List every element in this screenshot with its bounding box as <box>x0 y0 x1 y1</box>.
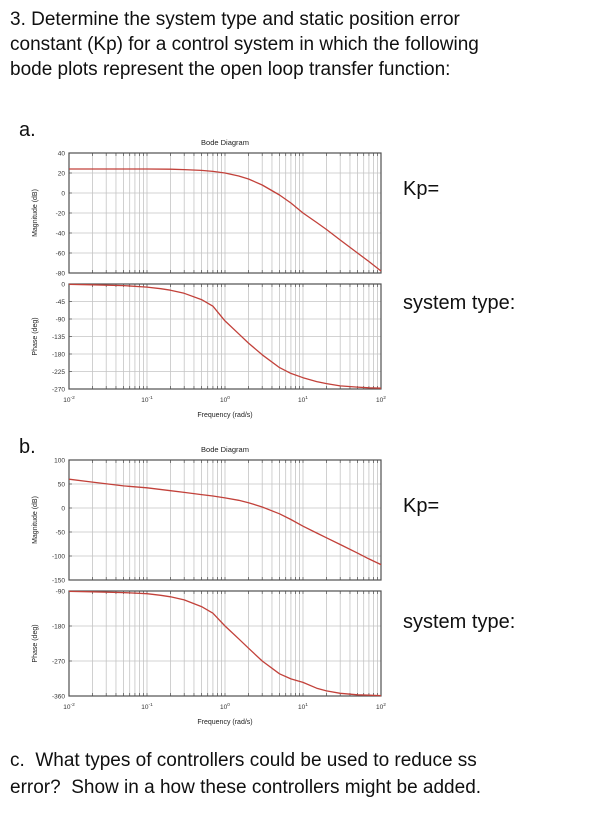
svg-text:100: 100 <box>54 457 65 464</box>
svg-text:10-1: 10-1 <box>141 395 153 404</box>
svg-text:10-2: 10-2 <box>63 395 75 404</box>
svg-text:Phase (deg): Phase (deg) <box>32 317 39 355</box>
svg-text:100: 100 <box>220 702 230 711</box>
system-type-label-b: system type: <box>403 611 516 633</box>
svg-text:Phase (deg): Phase (deg) <box>32 624 39 662</box>
svg-text:100: 100 <box>220 395 230 404</box>
part-b-label: b. <box>19 436 36 458</box>
svg-text:-80: -80 <box>56 270 66 277</box>
svg-text:Frequency (rad/s): Frequency (rad/s) <box>197 412 252 419</box>
svg-text:-90: -90 <box>56 316 66 323</box>
svg-text:0: 0 <box>61 505 65 512</box>
svg-text:-150: -150 <box>52 577 65 584</box>
svg-text:-135: -135 <box>52 334 65 341</box>
svg-text:101: 101 <box>298 395 308 404</box>
problem-statement-line-2: constant (Kp) for a control system in wh… <box>10 34 479 55</box>
svg-text:101: 101 <box>298 702 308 711</box>
svg-text:-90: -90 <box>56 588 66 595</box>
part-a-label: a. <box>19 119 36 141</box>
bode-diagram-b: 100 50 0 -50 -100 -150 Magnitude (dB) -90 -180 -2… <box>32 445 386 726</box>
system-type-label-a: system type: <box>403 292 516 314</box>
svg-text:102: 102 <box>376 395 386 404</box>
svg-text:-20: -20 <box>56 210 66 217</box>
svg-text:0: 0 <box>61 281 65 288</box>
svg-text:-270: -270 <box>52 386 65 393</box>
svg-text:-40: -40 <box>56 230 66 237</box>
svg-text:20: 20 <box>58 170 66 177</box>
svg-text:Magnitude (dB): Magnitude (dB) <box>32 496 39 544</box>
svg-text:-45: -45 <box>56 299 66 306</box>
svg-text:-100: -100 <box>52 553 65 560</box>
bode-diagram-a: 40 20 0 -20 -40 -60 -80 Magnitude (dB) 0 -45 -90 -1… <box>32 138 386 419</box>
part-c-statement: c. What types of controllers could be us… <box>10 747 602 801</box>
svg-text:40: 40 <box>58 150 66 157</box>
svg-text:-225: -225 <box>52 369 65 376</box>
problem-statement: 3. Determine the system type and static … <box>10 7 602 82</box>
svg-text:-180: -180 <box>52 351 65 358</box>
part-c-line-1: c. What types of controllers could be us… <box>10 750 477 771</box>
svg-text:Frequency (rad/s): Frequency (rad/s) <box>197 719 252 726</box>
kp-label-b: Kp= <box>403 495 440 517</box>
kp-label-a: Kp= <box>403 178 440 200</box>
part-c-line-2: error? Show in a how these controllers m… <box>10 777 482 798</box>
problem-statement-line-3: bode plots represent the open loop trans… <box>10 59 451 80</box>
svg-text:-360: -360 <box>52 693 65 700</box>
svg-text:50: 50 <box>58 481 66 488</box>
svg-text:-270: -270 <box>52 658 65 665</box>
problem-statement-line-1: 3. Determine the system type and static … <box>10 9 460 30</box>
svg-text:Bode Diagram: Bode Diagram <box>201 138 249 147</box>
svg-text:-180: -180 <box>52 623 65 630</box>
svg-text:-50: -50 <box>56 529 66 536</box>
svg-text:0: 0 <box>61 190 65 197</box>
svg-text:10-2: 10-2 <box>63 702 75 711</box>
svg-text:10-1: 10-1 <box>141 702 153 711</box>
svg-text:Magnitude (dB): Magnitude (dB) <box>32 189 39 237</box>
svg-text:-60: -60 <box>56 250 66 257</box>
svg-text:102: 102 <box>376 702 386 711</box>
svg-text:Bode Diagram: Bode Diagram <box>201 445 249 454</box>
